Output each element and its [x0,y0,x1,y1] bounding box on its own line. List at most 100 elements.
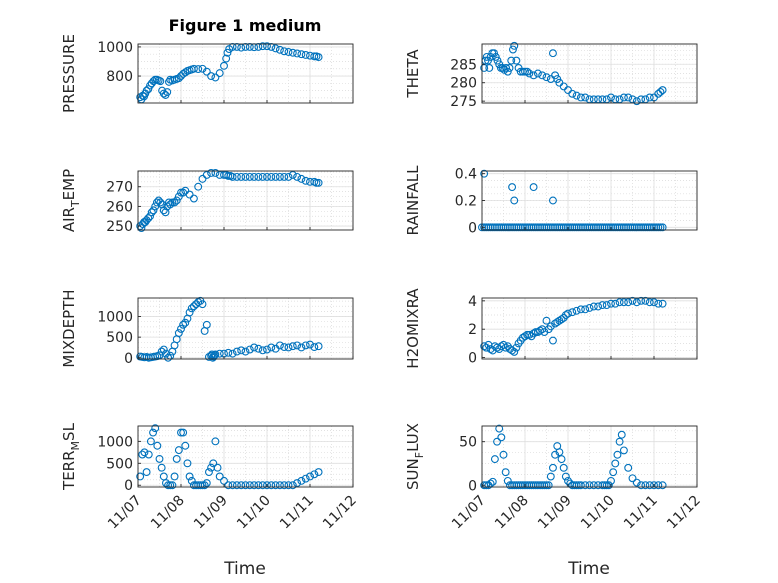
data-point [187,304,196,313]
data-point [495,424,504,433]
data-point [293,479,302,488]
data-point [564,309,572,318]
data-point [602,481,611,490]
data-point [215,472,224,481]
data-point [589,302,598,311]
data-point [604,481,613,490]
y-tick-label: 0.4 [455,167,477,183]
data-point [156,77,165,86]
subplot-sun-flux: 0 50 11/07 11/08 11/09 11/10 11/11 11/12 SUNFLUX [404,423,704,532]
data-point [153,441,162,450]
y-tick-label: 0 [124,478,133,494]
data-point [507,56,516,65]
subplot-air-temp: 250 260 270 AIRTEMP [60,169,354,235]
data-point [237,481,246,490]
data-point [194,182,203,191]
data-point [301,341,310,350]
y-tick-label: 1000 [97,310,133,326]
data-point [198,300,207,309]
data-point [615,298,624,307]
data-point [568,89,577,98]
data-point [501,343,510,352]
data-point [267,343,276,352]
data-point [536,326,544,335]
data-point [174,446,183,455]
marker-series [478,169,667,232]
data-point [288,481,297,490]
data-point [245,172,254,181]
y-tick-label: 4 [468,294,477,310]
data-point [263,42,271,51]
data-point [314,178,323,187]
y-tick-label: 0 [468,478,477,494]
data-point [267,42,276,51]
data-point [581,481,590,490]
data-point [254,481,263,490]
data-point [576,93,585,102]
data-point [198,481,207,490]
data-point [645,298,654,307]
data-point [548,49,557,58]
data-point [306,340,314,349]
data-point [181,68,190,77]
data-point [179,320,188,329]
data-point [215,69,224,78]
y-axis-label: PRESSURE [60,34,78,113]
data-point [641,296,650,305]
data-point [576,481,585,490]
y-tick-label: 2 [468,322,477,338]
data-point [284,481,293,490]
data-point [585,481,594,490]
data-point [275,341,284,350]
axes-box [481,297,698,360]
data-point [151,424,160,433]
data-point [170,198,179,207]
data-point [177,188,185,197]
subplot-pressure: 800 1000 PRESSURE [60,34,354,113]
data-point [189,64,198,73]
data-point [645,93,654,102]
data-point [181,186,190,195]
data-point [568,308,577,317]
data-point [250,481,259,490]
data-point [280,172,289,181]
data-point [245,345,254,354]
y-tick-label: 500 [106,456,133,472]
data-point [254,42,263,51]
data-point [611,459,620,468]
data-point [159,345,168,354]
data-point [194,65,203,74]
data-point [209,459,218,468]
marker-series [136,42,323,104]
data-point [525,69,534,78]
data-point [288,342,297,351]
data-point [250,343,259,352]
data-point [499,450,508,459]
data-point [241,347,250,356]
data-point [615,437,624,446]
data-point [211,350,220,359]
data-point [611,299,620,308]
data-point [284,343,293,352]
data-point [288,170,297,179]
data-point [181,441,190,450]
data-point [493,343,501,352]
y-tick-label: 50 [459,435,477,451]
marker-series [136,424,323,490]
data-point [267,172,276,181]
data-point [544,481,553,490]
data-point [232,481,241,490]
x-tick-label: 11/10 [578,493,618,533]
data-point [297,174,306,183]
data-point [220,61,228,70]
data-point [202,67,211,76]
data-point [624,463,633,472]
data-point [557,315,566,324]
y-tick-label: 250 [106,219,133,235]
data-point [267,481,276,490]
data-point [645,481,654,490]
data-point [654,223,663,232]
data-point [540,481,549,490]
data-point [654,481,663,490]
